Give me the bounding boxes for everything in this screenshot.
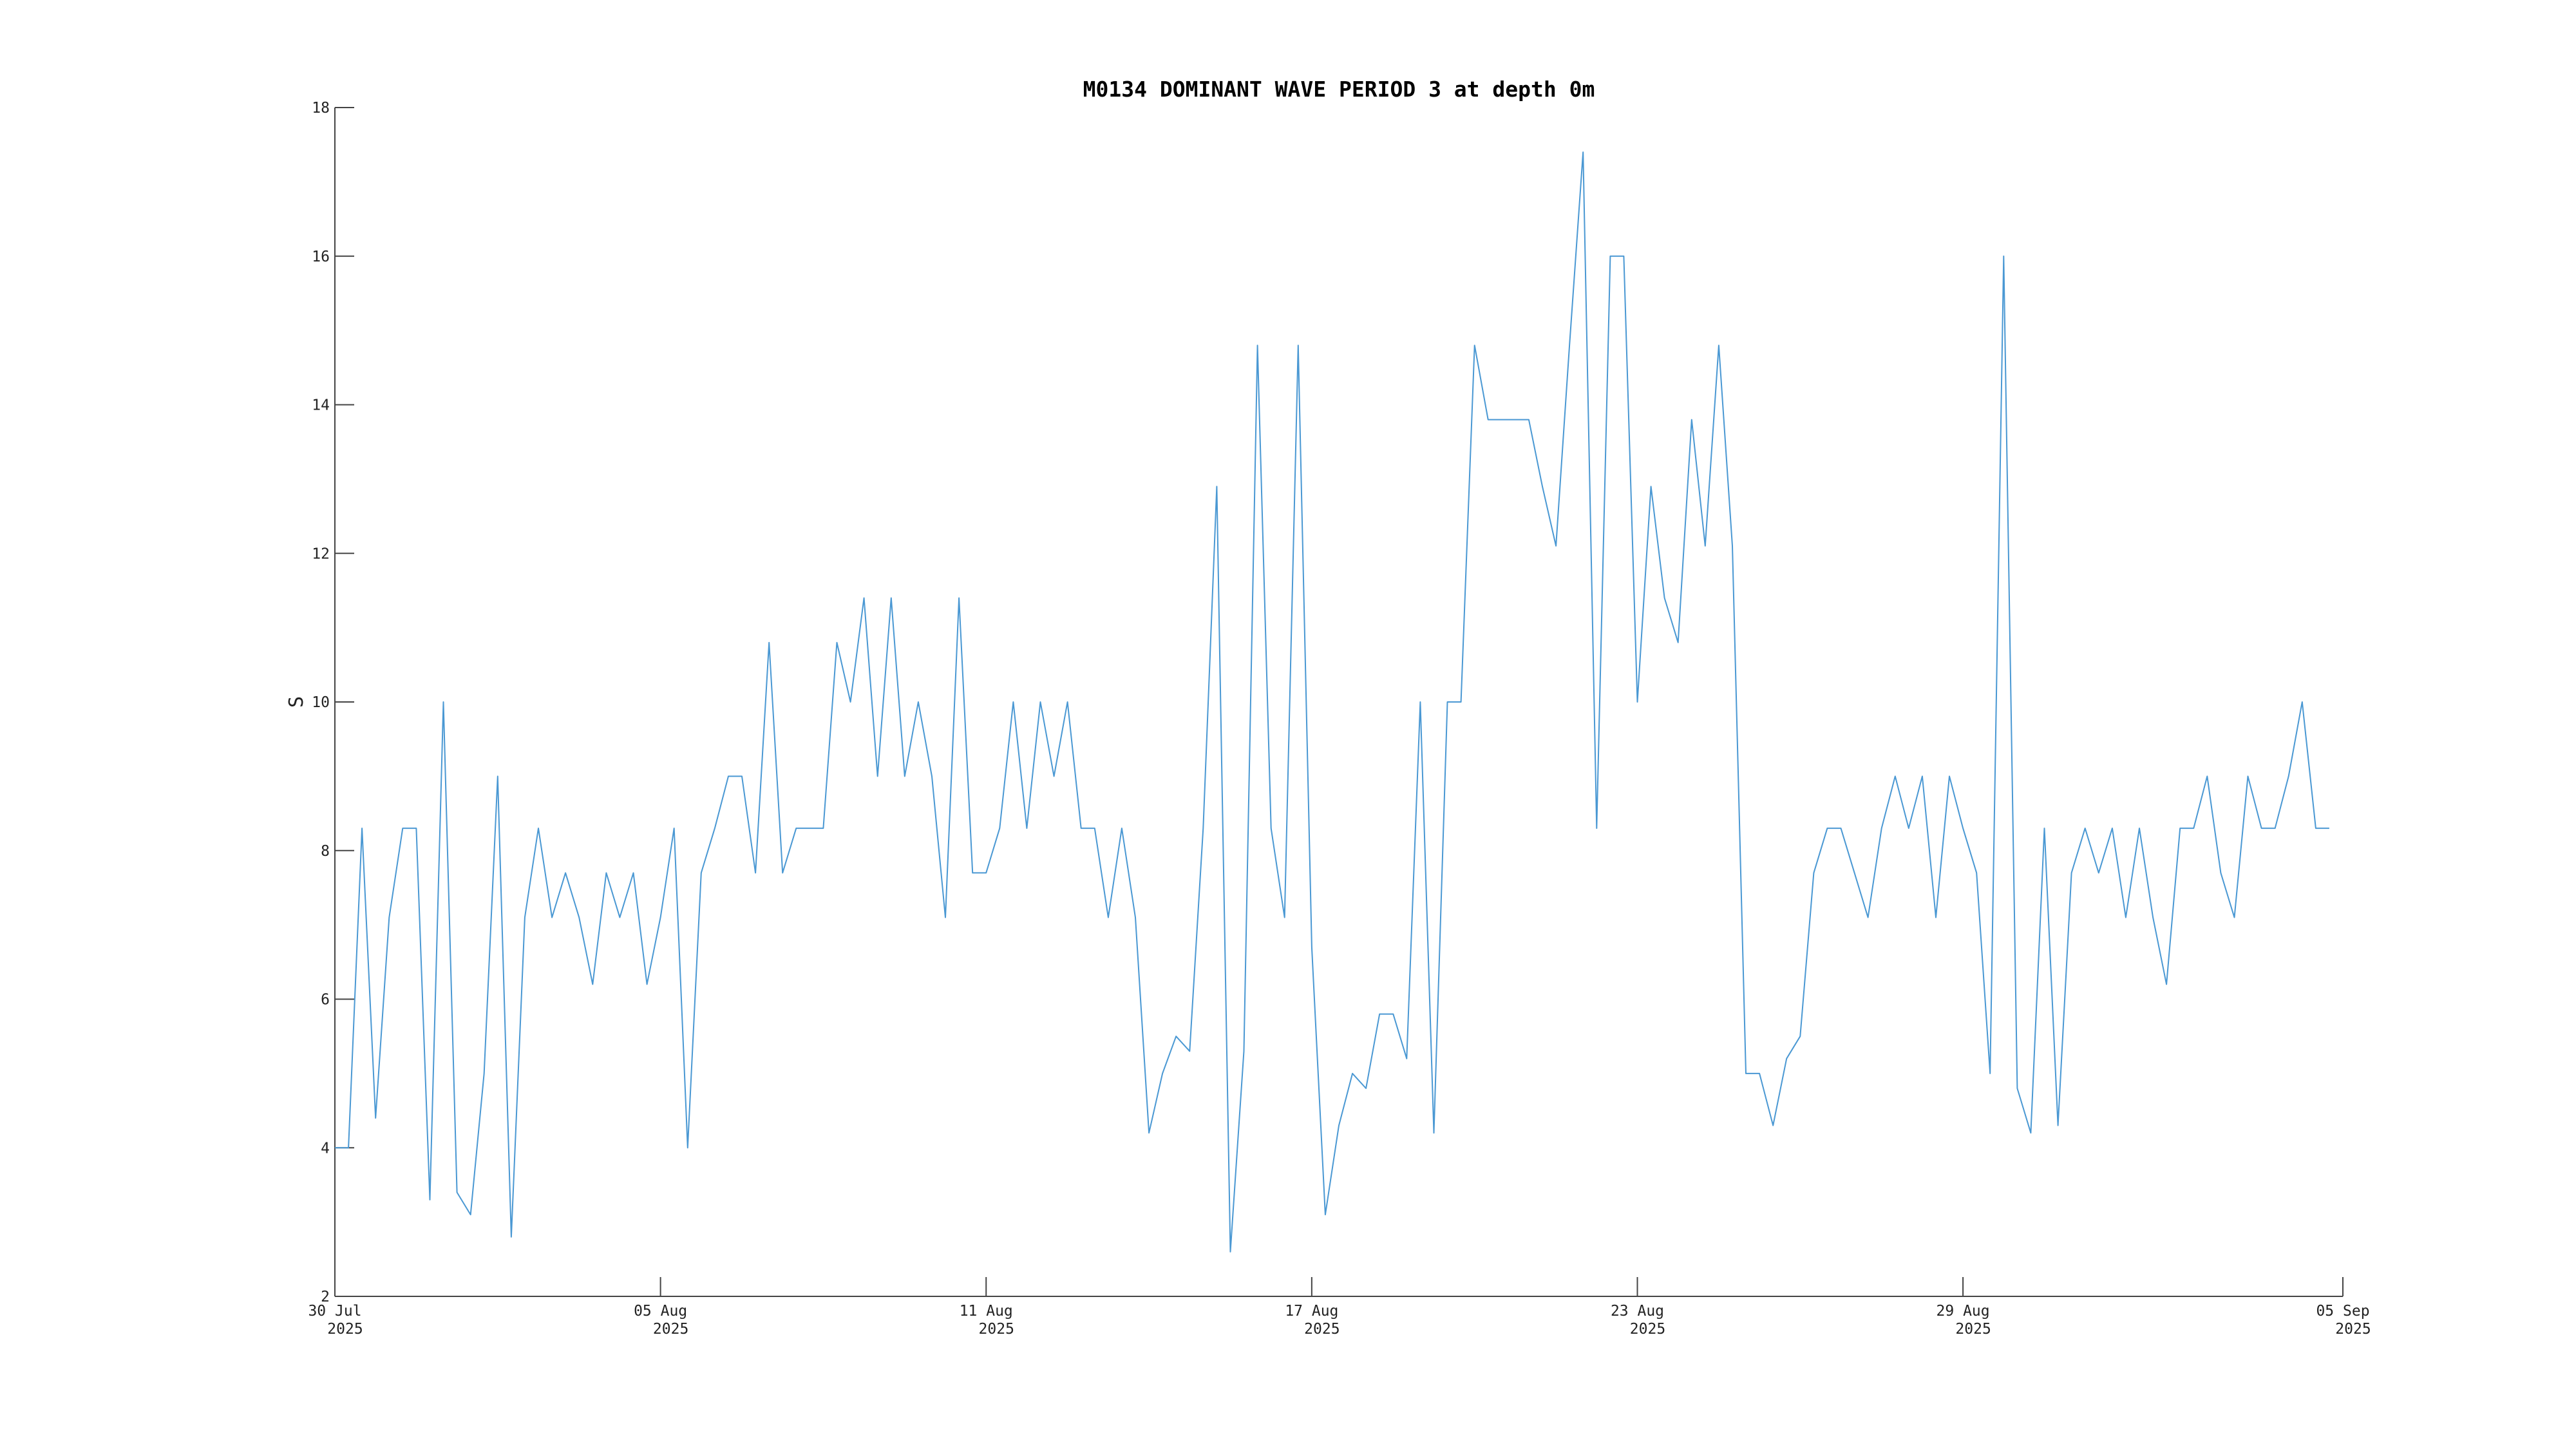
x-tick-label: 2025 <box>2335 1321 2371 1338</box>
y-axis-label: S <box>285 696 308 708</box>
x-tick-label: 17 Aug <box>1285 1303 1338 1320</box>
y-tick-label: 4 <box>321 1140 330 1157</box>
x-tick-label: 2025 <box>1630 1321 1665 1338</box>
x-tick-label: 2025 <box>979 1321 1014 1338</box>
x-tick-label: 23 Aug <box>1611 1303 1664 1320</box>
y-tick-label: 18 <box>312 100 330 117</box>
x-tick-label: 11 Aug <box>960 1303 1013 1320</box>
x-tick-label: 2025 <box>327 1321 363 1338</box>
chart-title: M0134 DOMINANT WAVE PERIOD 3 at depth 0m <box>1083 77 1595 102</box>
x-tick-label: 2025 <box>1304 1321 1340 1338</box>
x-tick-label: 30 Jul <box>308 1303 361 1320</box>
x-tick-label: 05 Sep <box>2316 1303 2369 1320</box>
y-tick-label: 16 <box>312 249 330 265</box>
y-tick-label: 14 <box>312 397 330 414</box>
y-tick-label: 12 <box>312 545 330 562</box>
x-tick-label: 29 Aug <box>1937 1303 1990 1320</box>
y-tick-label: 8 <box>321 843 330 860</box>
y-tick-label: 10 <box>312 694 330 711</box>
x-tick-label: 2025 <box>1955 1321 1991 1338</box>
y-tick-label: 2 <box>321 1289 330 1305</box>
y-tick-label: 6 <box>321 992 330 1009</box>
data-line <box>335 151 2329 1253</box>
x-tick-label: 05 Aug <box>634 1303 687 1320</box>
x-tick-label: 2025 <box>653 1321 688 1338</box>
